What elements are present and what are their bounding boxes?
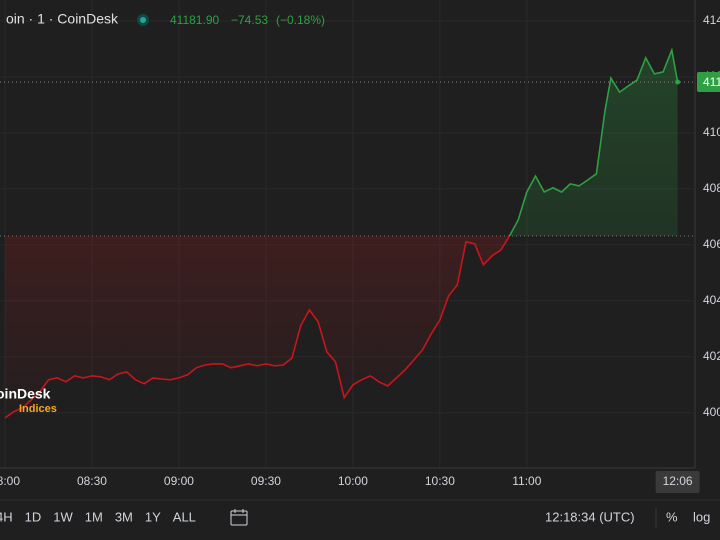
range-button[interactable]: 1W — [53, 509, 73, 524]
range-button[interactable]: 4H — [0, 509, 13, 524]
y-tick-label: 40200 — [703, 349, 720, 363]
x-tick-label: 09:00 — [164, 474, 194, 488]
range-button[interactable]: 1M — [85, 509, 103, 524]
price-tag — [697, 72, 720, 93]
x-tick-label: 10:00 — [338, 474, 368, 488]
last-price: 41181.90 — [170, 13, 219, 27]
area-down — [5, 235, 510, 418]
up-region — [5, 47, 679, 236]
change-pct: (−0.18%) — [276, 13, 325, 27]
down-region — [4, 235, 511, 419]
clock: 12:18:34 (UTC) — [545, 509, 635, 524]
last-point — [675, 79, 681, 85]
change: −74.53 — [231, 13, 268, 27]
x-tick-label: 08:30 — [77, 474, 107, 488]
time-tag — [655, 471, 700, 493]
x-tick-label: 10:30 — [425, 474, 455, 488]
symbol: oin · 1 · CoinDesk — [6, 11, 119, 27]
range-button[interactable]: 1Y — [145, 509, 161, 524]
line-up — [508, 47, 679, 236]
y-tick-label: 41000 — [703, 125, 720, 139]
y-tick-label: 40400 — [703, 293, 720, 307]
price-tag-label: 41181.90 — [703, 75, 720, 89]
y-tick-label: 40000 — [703, 405, 720, 419]
line-down — [4, 235, 511, 419]
log-toggle[interactable]: log — [693, 509, 710, 524]
percent-toggle[interactable]: % — [666, 509, 678, 524]
date-range-icon[interactable] — [230, 509, 248, 526]
range-button[interactable]: 1D — [25, 509, 42, 524]
x-tick-label: 11:00 — [512, 474, 541, 488]
range-button[interactable]: 3M — [115, 509, 133, 524]
status-dot — [137, 14, 149, 26]
watermark-brand: oinDesk — [0, 386, 51, 402]
range-button[interactable]: ALL — [173, 509, 196, 524]
y-tick-label: 40800 — [703, 181, 720, 195]
y-tick-label: 40600 — [703, 237, 720, 251]
area-up — [5, 50, 678, 236]
time-tag-label: 12:06 — [663, 474, 693, 488]
y-tick-label: 41400 — [703, 13, 720, 27]
x-tick-label: 09:30 — [251, 474, 281, 488]
x-tick-label: 08:00 — [0, 474, 20, 488]
watermark-sub: Indices — [19, 403, 57, 415]
